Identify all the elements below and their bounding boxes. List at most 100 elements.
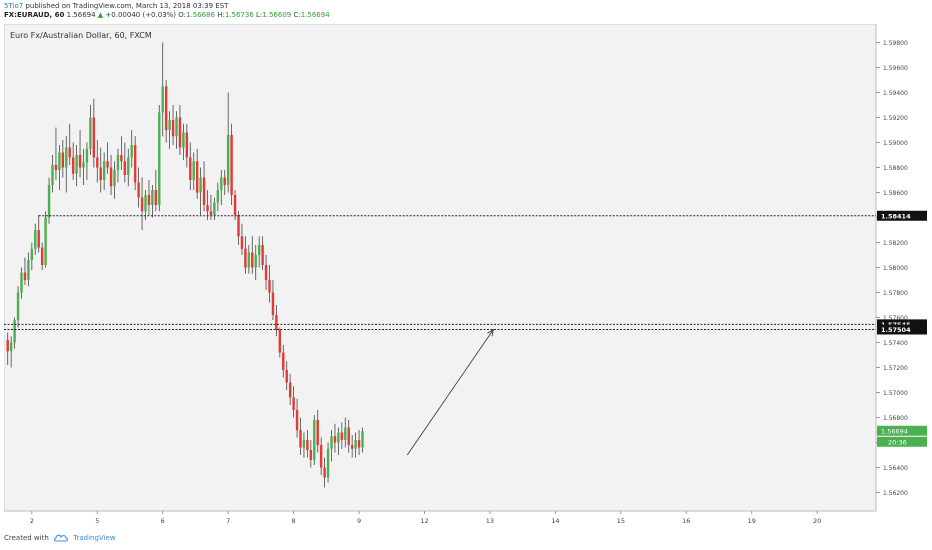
level-price-label: 1.58414 bbox=[881, 212, 911, 220]
candle-body bbox=[168, 120, 171, 130]
candle-body bbox=[216, 190, 220, 203]
candle-body bbox=[357, 440, 361, 448]
candle-body bbox=[316, 420, 319, 445]
candle-body bbox=[213, 202, 216, 215]
candle-body bbox=[54, 165, 58, 170]
candle-body bbox=[161, 86, 164, 113]
plot-area[interactable] bbox=[4, 24, 877, 512]
candle-body bbox=[306, 440, 309, 450]
close-value: 1.56694 bbox=[300, 11, 330, 19]
candle-body bbox=[295, 410, 299, 430]
candle-body bbox=[82, 162, 85, 168]
tradingview-brand[interactable]: TradingView bbox=[73, 534, 116, 542]
level-price-tag bbox=[877, 324, 927, 335]
candle-body bbox=[285, 370, 288, 383]
candle-body bbox=[264, 265, 268, 280]
candle-body bbox=[65, 147, 68, 168]
candle-body bbox=[268, 280, 271, 293]
candle-body bbox=[151, 190, 154, 205]
candle-body bbox=[99, 167, 102, 180]
candle-body bbox=[206, 205, 209, 212]
candle-body bbox=[123, 161, 127, 175]
candle-body bbox=[158, 112, 161, 205]
candle-body bbox=[185, 132, 189, 158]
candle-body bbox=[37, 230, 40, 248]
candle-body bbox=[223, 177, 226, 185]
candle-body bbox=[288, 382, 292, 398]
candle-body bbox=[78, 155, 82, 168]
arrow-annotation-line[interactable] bbox=[406, 329, 494, 456]
candle-body bbox=[278, 330, 282, 353]
candle-body bbox=[220, 177, 223, 190]
candle-body bbox=[16, 292, 20, 320]
publish-text: published on TradingView.com, March 13, … bbox=[25, 2, 229, 10]
current-price-label: 1.56694 bbox=[881, 427, 908, 435]
level-price-tag bbox=[877, 319, 927, 330]
x-tick-label: 6 bbox=[161, 517, 165, 525]
candle-body bbox=[27, 260, 30, 280]
candle-body bbox=[247, 252, 251, 268]
y-tick-label: 1.57000 bbox=[883, 390, 908, 397]
x-tick-label: 9 bbox=[357, 517, 361, 525]
y-tick-label: 1.59600 bbox=[883, 65, 908, 72]
candle-body bbox=[261, 245, 264, 265]
last-price: 1.56694 bbox=[66, 11, 96, 19]
candle-body bbox=[240, 236, 244, 249]
candle-body bbox=[175, 117, 178, 137]
candle-body bbox=[226, 135, 230, 185]
author-link[interactable]: 5Tio7 bbox=[4, 2, 24, 10]
candle-body bbox=[292, 397, 295, 410]
candle-body bbox=[257, 245, 261, 255]
candle-body bbox=[299, 430, 302, 448]
chart-area[interactable]: Euro Fx/Australian Dollar, 60, FXCM 1.562… bbox=[4, 24, 928, 530]
candle-body bbox=[233, 195, 237, 215]
y-tick-label: 1.59400 bbox=[883, 90, 908, 97]
tradingview-cloud-icon bbox=[54, 534, 69, 542]
candle-body bbox=[361, 431, 364, 448]
candle-body bbox=[92, 117, 96, 158]
candle-body bbox=[319, 445, 323, 468]
candle-body bbox=[137, 182, 140, 198]
chart-header: 5Tio7 published on TradingView.com, Marc… bbox=[0, 0, 932, 22]
up-arrow-icon: ▲ bbox=[97, 11, 104, 19]
x-tick-label: 16 bbox=[682, 517, 690, 525]
y-tick-label: 1.58000 bbox=[883, 265, 908, 272]
y-tick-label: 1.59000 bbox=[883, 140, 908, 147]
candle-body bbox=[120, 155, 123, 162]
level-price-label: 1.57504 bbox=[881, 326, 911, 334]
candle-body bbox=[116, 155, 120, 170]
candle-body bbox=[75, 155, 78, 174]
created-with-text: Created with bbox=[4, 534, 49, 542]
chart-title: Euro Fx/Australian Dollar, 60, FXCM bbox=[10, 31, 152, 40]
candle-body bbox=[282, 352, 285, 370]
candle-body bbox=[237, 215, 240, 237]
candle-body bbox=[140, 197, 144, 212]
candle-body bbox=[85, 148, 89, 163]
candle-body bbox=[6, 340, 9, 352]
candle-body bbox=[144, 195, 147, 212]
price-change: +0.00040 (+0.03%) bbox=[105, 11, 177, 19]
candle-body bbox=[171, 120, 175, 137]
x-tick-label: 13 bbox=[486, 517, 494, 525]
candle-body bbox=[244, 248, 247, 268]
high-value: 1.56736 bbox=[224, 11, 254, 19]
y-tick-label: 1.57200 bbox=[883, 365, 908, 372]
candle-body bbox=[68, 147, 71, 158]
y-tick-label: 1.56200 bbox=[883, 490, 908, 497]
candle-body bbox=[113, 170, 116, 187]
candlestick-chart[interactable]: Euro Fx/Australian Dollar, 60, FXCM 1.562… bbox=[4, 24, 928, 530]
candle-body bbox=[202, 177, 206, 205]
candle-body bbox=[254, 255, 257, 268]
y-tick-label: 1.57400 bbox=[883, 340, 908, 347]
symbol-line: FX:EURAUD, 60 1.56694 ▲ +0.00040 (+0.03%… bbox=[4, 11, 932, 20]
low-value: 1.56609 bbox=[262, 11, 292, 19]
candle-body bbox=[30, 248, 34, 260]
candle-body bbox=[209, 211, 213, 215]
candle-body bbox=[71, 157, 75, 174]
high-label: H: bbox=[217, 11, 225, 19]
candle-body bbox=[354, 440, 357, 449]
y-tick-label: 1.58800 bbox=[883, 165, 908, 172]
candle-body bbox=[271, 292, 275, 315]
x-tick-label: 19 bbox=[748, 517, 756, 525]
y-tick-label: 1.56800 bbox=[883, 415, 908, 422]
